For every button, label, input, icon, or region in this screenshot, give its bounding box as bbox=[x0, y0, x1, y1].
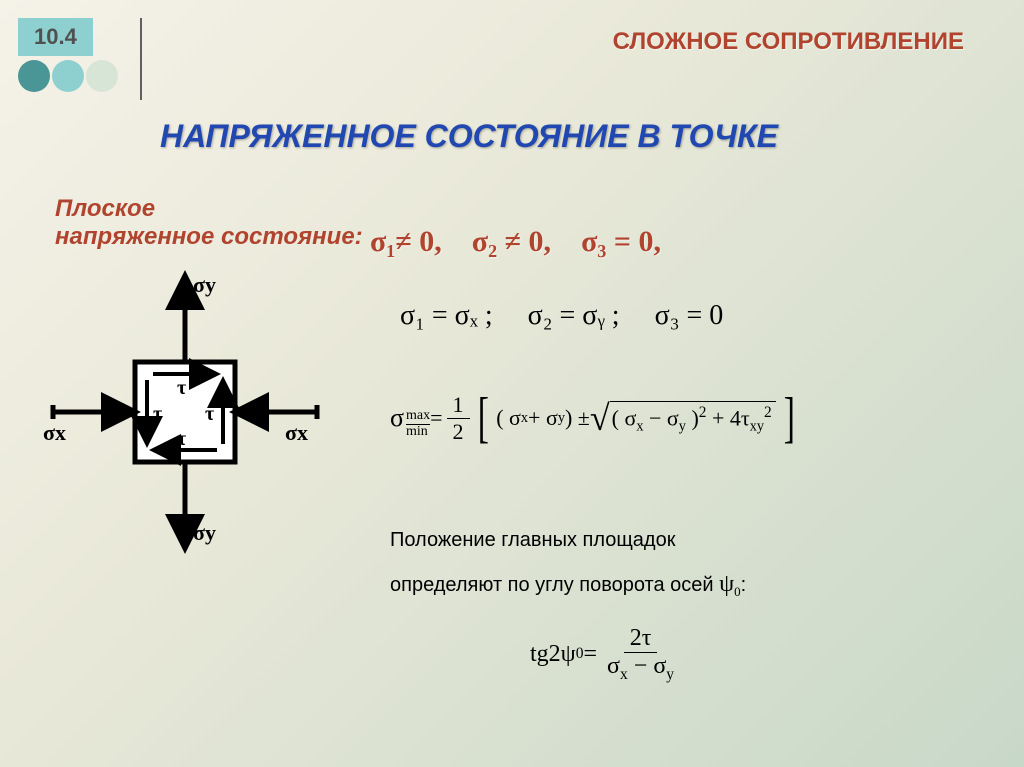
tg-den-x: x bbox=[620, 666, 628, 683]
plus-4tau: + 4τ bbox=[712, 405, 750, 430]
eq-2: σ₂ = σᵧ ; bbox=[528, 300, 620, 331]
plane-state-label: Плоское напряженное состояние: bbox=[55, 195, 363, 251]
one-half-fraction: 1 2 bbox=[447, 392, 470, 445]
page-title: НАПРЯЖЕННОЕ СОСТОЯНИЕ В ТОЧКЕ bbox=[160, 118, 778, 155]
tg-fraction: 2τ σx − σy bbox=[601, 625, 680, 684]
fraction-den: 2 bbox=[447, 419, 470, 445]
left-bracket: [ bbox=[477, 390, 488, 446]
tg-eq: = bbox=[584, 641, 598, 668]
minus-sigma: − σ bbox=[649, 405, 679, 430]
sigma-conditions: σ₁≠ 0, σ₂ ≠ 0, σ₃ = 0, bbox=[370, 225, 661, 259]
tg-den-y: y bbox=[666, 666, 674, 683]
sub-xy: xy bbox=[750, 418, 764, 434]
sqrt-body: ( σx − σy )2 + 4τxy2 bbox=[610, 401, 776, 436]
dot-teal-dark bbox=[18, 60, 50, 92]
close-sq: ) bbox=[691, 405, 698, 430]
vertical-divider bbox=[140, 18, 142, 100]
tg-lhs: tg2ψ bbox=[530, 641, 576, 668]
position-line1: Положение главных площадок bbox=[390, 520, 746, 560]
psi-symbol: ψ bbox=[719, 571, 734, 597]
svg-text:τ: τ bbox=[177, 428, 186, 450]
decorative-dots bbox=[18, 60, 118, 92]
cond-1: σ₁≠ 0, bbox=[370, 225, 442, 258]
position-line2: определяют по углу поворота осей ψ0: bbox=[390, 560, 746, 608]
tg-sub0: 0 bbox=[576, 645, 584, 663]
plus-sigma: + σ bbox=[528, 405, 558, 431]
tg-den: σx − σy bbox=[601, 653, 680, 684]
min-label: min bbox=[406, 425, 428, 439]
bracket-content: ( σx + σy ) ± √ ( σx − σy )2 + 4τxy2 bbox=[492, 390, 780, 446]
eq-3: σ₃ = 0 bbox=[655, 300, 724, 331]
svg-text:τ: τ bbox=[205, 403, 214, 425]
sq-exp2: 2 bbox=[764, 404, 772, 421]
angle-formula: tg2ψ0 = 2τ σx − σy bbox=[530, 625, 684, 684]
svg-text:τ: τ bbox=[153, 403, 162, 425]
svg-text:τ: τ bbox=[177, 377, 186, 399]
tg-den-a: σ bbox=[607, 653, 620, 679]
position-line2d: : bbox=[741, 574, 747, 596]
svg-text:σy: σy bbox=[193, 520, 216, 545]
sub-x2: x bbox=[636, 418, 643, 434]
sigma-symbol: σ bbox=[390, 403, 404, 433]
plane-label-line2: напряженное состояние: bbox=[55, 223, 363, 251]
sqrt-sign: √ bbox=[590, 400, 610, 436]
right-bracket: ] bbox=[783, 390, 794, 446]
dot-pale bbox=[86, 60, 118, 92]
fraction-num: 1 bbox=[447, 392, 470, 419]
page-subtitle: СЛОЖНОЕ СОПРОТИВЛЕНИЕ bbox=[613, 28, 964, 56]
tg-den-m: − σ bbox=[628, 653, 666, 679]
sqrt-open: ( σ bbox=[612, 405, 637, 430]
max-min-subscript: max min bbox=[406, 409, 430, 439]
svg-text:σy: σy bbox=[193, 272, 216, 297]
tg-num: 2τ bbox=[624, 625, 658, 653]
sub-x1: x bbox=[521, 410, 528, 427]
sub-y1: y bbox=[558, 410, 565, 427]
position-description: Положение главных площадок определяют по… bbox=[390, 520, 746, 608]
equals-sign: = bbox=[430, 405, 442, 431]
eq-1: σ₁ = σₓ ; bbox=[400, 300, 493, 331]
close-pm: ) ± bbox=[565, 405, 590, 431]
cond-2: σ₂ ≠ 0, bbox=[472, 225, 551, 258]
svg-text:σx: σx bbox=[285, 420, 308, 445]
svg-text:σx: σx bbox=[43, 420, 66, 445]
bracket-group: [ ( σx + σy ) ± √ ( σx − σy )2 + 4τxy2 ] bbox=[474, 390, 799, 446]
dot-teal-light bbox=[52, 60, 84, 92]
principal-stress-formula: σ max min = 1 2 [ ( σx + σy ) ± √ ( σx −… bbox=[390, 390, 798, 446]
sq-exp1: 2 bbox=[699, 404, 707, 421]
sub-y2: y bbox=[679, 418, 686, 434]
cond-3: σ₃ = 0, bbox=[581, 225, 661, 258]
term-open: ( σ bbox=[496, 405, 521, 431]
section-number-badge: 10.4 bbox=[18, 18, 93, 56]
max-label: max bbox=[406, 409, 430, 425]
sqrt-group: √ ( σx − σy )2 + 4τxy2 bbox=[590, 400, 776, 436]
sigma-equalities: σ₁ = σₓ ; σ₂ = σᵧ ; σ₃ = 0 bbox=[400, 300, 723, 332]
position-line2a: определяют по углу поворота осей bbox=[390, 574, 719, 596]
stress-element-diagram: σy σy σx σx τ τ τ τ bbox=[35, 262, 335, 562]
plane-label-line1: Плоское bbox=[55, 195, 363, 223]
